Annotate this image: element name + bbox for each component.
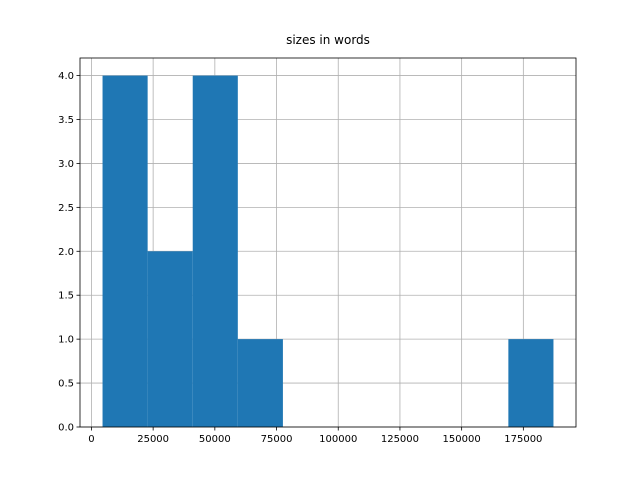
y-tick-label: 1.5 [58, 291, 74, 302]
bar [102, 75, 148, 428]
x-tick-label: 150000 [443, 434, 481, 445]
y-tick-label: 3.0 [58, 159, 74, 170]
bar [508, 339, 554, 427]
y-tick-label: 3.5 [58, 115, 74, 126]
y-tick-label: 0.5 [58, 379, 74, 390]
bar [147, 251, 193, 427]
y-tick-label: 1.0 [58, 335, 74, 346]
bar [192, 75, 238, 428]
plot-frame [79, 57, 577, 428]
y-tick-label: 0.0 [58, 423, 74, 434]
x-tick-label: 0 [88, 434, 94, 445]
y-tick-label: 2.0 [58, 247, 74, 258]
x-tick-label: 100000 [319, 434, 357, 445]
bar [237, 339, 283, 427]
x-tick-label: 25000 [137, 434, 169, 445]
x-tick-label: 50000 [199, 434, 231, 445]
y-tick-label: 2.5 [58, 203, 74, 214]
y-tick-label: 4.0 [58, 71, 74, 82]
x-tick-label: 175000 [504, 434, 542, 445]
x-tick-label: 75000 [261, 434, 293, 445]
x-tick-label: 125000 [381, 434, 419, 445]
chart-title: sizes in words [286, 33, 370, 47]
